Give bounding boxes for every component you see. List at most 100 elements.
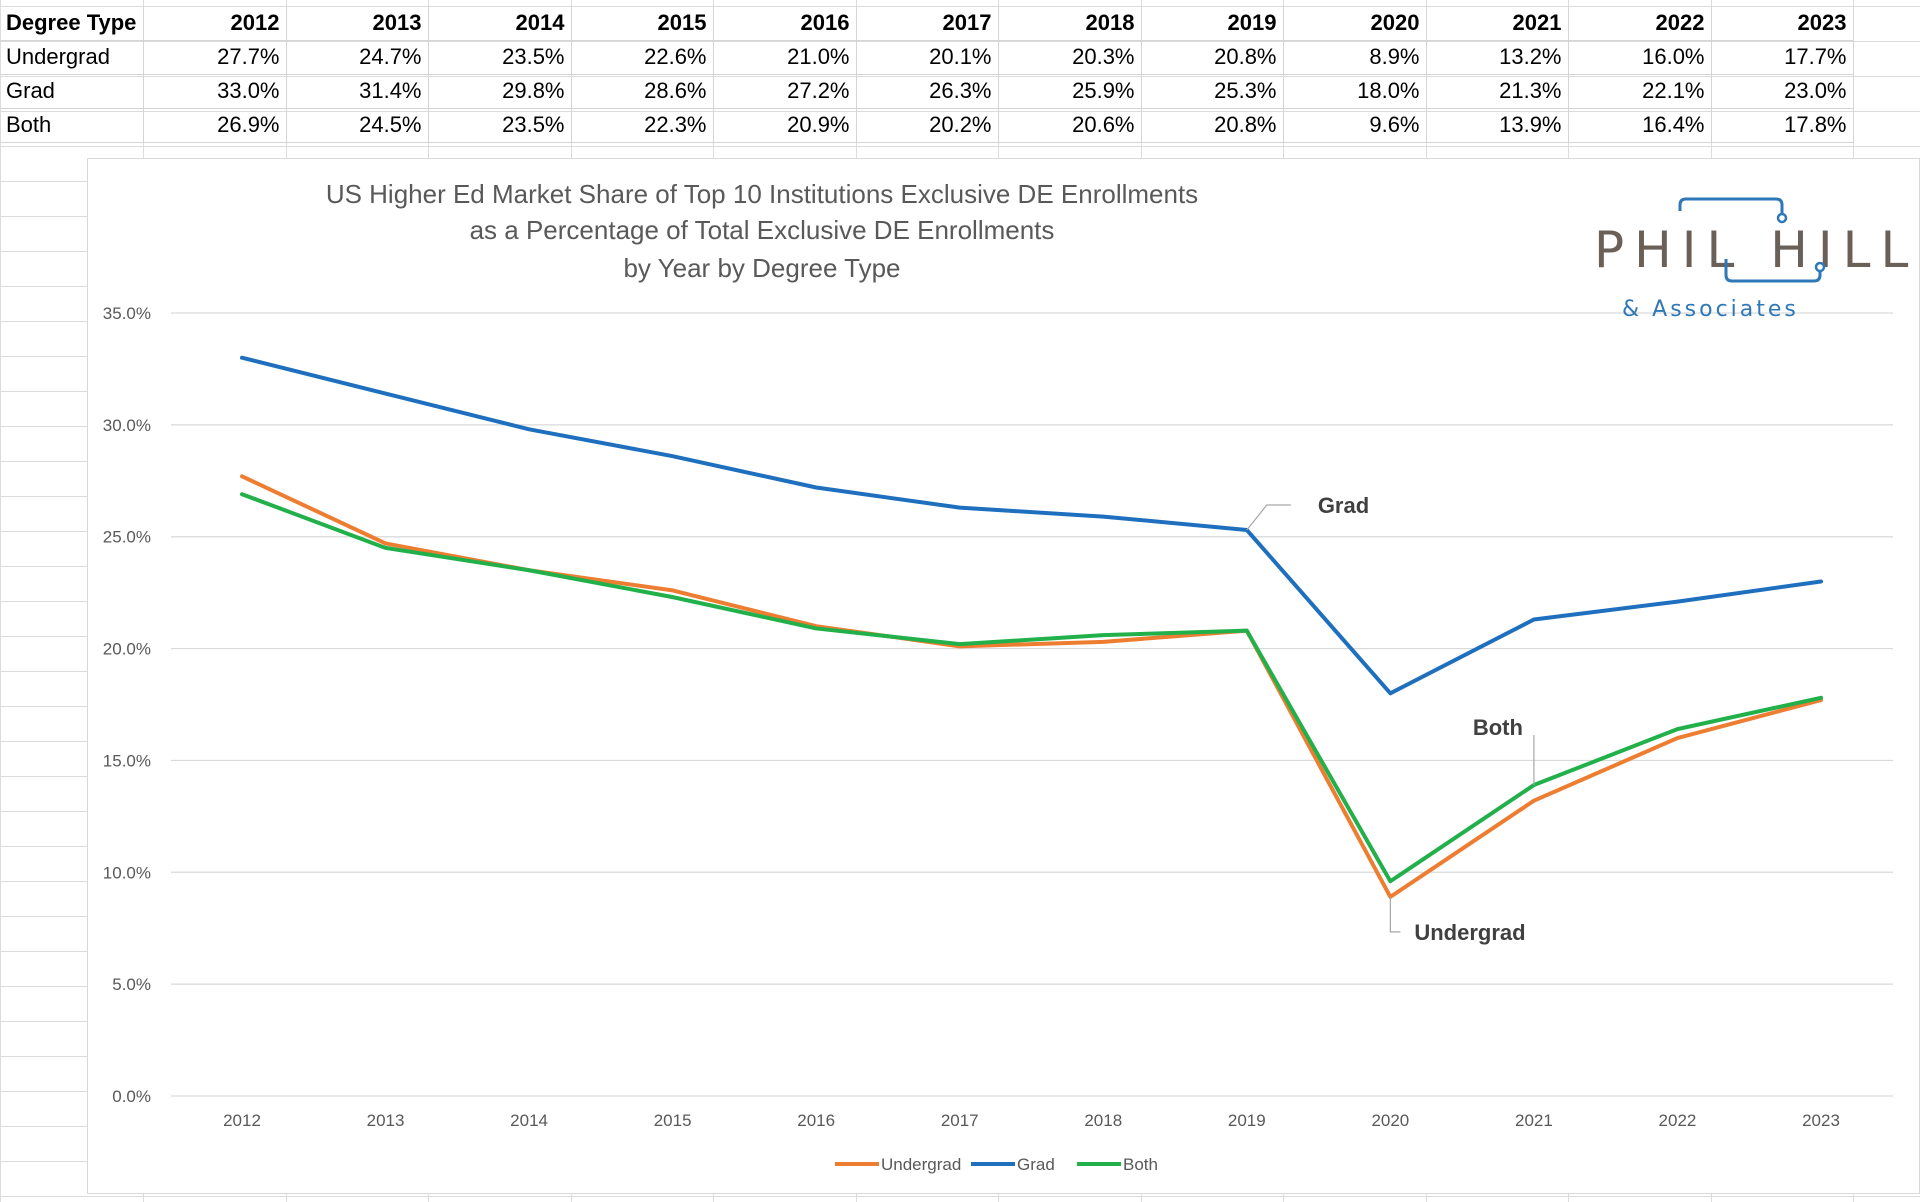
series-line-grad[interactable] — [240, 355, 1823, 696]
table-cell[interactable]: 20.8% — [1141, 40, 1284, 75]
table-cell[interactable]: 31.4% — [286, 74, 429, 109]
table-cell[interactable]: 28.6% — [571, 74, 714, 109]
table-cell[interactable]: 24.7% — [286, 40, 429, 75]
table-cell[interactable]: 8.9% — [1283, 40, 1427, 75]
table-cell[interactable]: 9.6% — [1283, 108, 1427, 143]
x-tick-label: 2020 — [1371, 1111, 1409, 1130]
x-tick-label: 2012 — [223, 1111, 261, 1130]
x-tick-label: 2016 — [797, 1111, 835, 1130]
annotation-grad: Grad — [1318, 493, 1369, 518]
table-cell[interactable]: 25.9% — [998, 74, 1142, 109]
x-tick-label: 2018 — [1084, 1111, 1122, 1130]
annotation-undergrad: Undergrad — [1414, 920, 1525, 945]
y-tick-label: 15.0% — [103, 751, 151, 770]
y-tick-label: 10.0% — [103, 863, 151, 882]
series-line-undergrad[interactable] — [240, 474, 1823, 899]
legend-label-both: Both — [1123, 1155, 1158, 1174]
logo-circuit-node-2 — [1814, 261, 1826, 273]
legend: Undergrad Grad Both — [835, 1155, 1158, 1174]
table-cell[interactable]: 26.3% — [856, 74, 999, 109]
table-cell[interactable]: 16.0% — [1568, 40, 1712, 75]
table-cell[interactable]: 17.7% — [1711, 40, 1854, 75]
y-tick-label: 20.0% — [103, 640, 151, 659]
table-cell[interactable]: 25.3% — [1141, 74, 1284, 109]
table-cell[interactable]: 22.6% — [571, 40, 714, 75]
logo-circuit-graphic — [1678, 197, 1784, 215]
table-cell[interactable]: 22.1% — [1568, 74, 1712, 109]
table-row: Grad 33.0% 31.4% 29.8% 28.6% 27.2% 26.3% 25.9% 2… — [0, 74, 1854, 109]
y-tick-label: 30.0% — [103, 416, 151, 435]
header-year[interactable]: 2020 — [1283, 6, 1427, 41]
logo-sub-text: & Associates — [1622, 297, 1799, 322]
row-label[interactable]: Both — [0, 108, 144, 143]
table-cell[interactable]: 20.2% — [856, 108, 999, 143]
table-cell[interactable]: 23.0% — [1711, 74, 1854, 109]
table-cell[interactable]: 13.9% — [1426, 108, 1569, 143]
header-year[interactable]: 2023 — [1711, 6, 1854, 41]
chart-panel[interactable]: US Higher Ed Market Share of Top 10 Inst… — [87, 158, 1920, 1194]
table-cell[interactable]: 21.3% — [1426, 74, 1569, 109]
table-cell[interactable]: 26.9% — [143, 108, 287, 143]
annotation-leader-line — [1246, 504, 1291, 531]
legend-label-grad: Grad — [1017, 1155, 1055, 1174]
table-cell[interactable]: 27.7% — [143, 40, 287, 75]
annotation-leader-line — [1389, 896, 1401, 933]
header-year[interactable]: 2014 — [428, 6, 572, 41]
table-cell[interactable]: 20.3% — [998, 40, 1142, 75]
logo-circuit-graphic-2 — [1724, 259, 1822, 283]
y-tick-label: 35.0% — [103, 304, 151, 323]
chart-title-line-3: by Year by Degree Type — [623, 253, 900, 283]
header-year[interactable]: 2021 — [1426, 6, 1569, 41]
table-cell[interactable]: 27.2% — [713, 74, 857, 109]
header-year[interactable]: 2012 — [143, 6, 287, 41]
table-cell[interactable]: 16.4% — [1568, 108, 1712, 143]
chart-title-line-1: US Higher Ed Market Share of Top 10 Inst… — [326, 179, 1198, 209]
header-degree-type[interactable]: Degree Type — [0, 6, 144, 41]
x-tick-label: 2014 — [510, 1111, 548, 1130]
y-tick-label: 0.0% — [112, 1087, 151, 1106]
header-year[interactable]: 2022 — [1568, 6, 1712, 41]
x-tick-label: 2015 — [654, 1111, 692, 1130]
table-cell[interactable]: 33.0% — [143, 74, 287, 109]
chart-title-line-2: as a Percentage of Total Exclusive DE En… — [470, 215, 1055, 245]
annotations: Grad Both Undergrad — [1246, 493, 1535, 945]
table-row: Both 26.9% 24.5% 23.5% 22.3% 20.9% 20.2% 20.6% 2… — [0, 108, 1854, 143]
table-cell[interactable]: 18.0% — [1283, 74, 1427, 109]
row-label[interactable]: Grad — [0, 74, 144, 109]
table-cell[interactable]: 23.5% — [428, 108, 572, 143]
table-cell[interactable]: 24.5% — [286, 108, 429, 143]
x-tick-label: 2017 — [941, 1111, 979, 1130]
table-cell[interactable]: 20.6% — [998, 108, 1142, 143]
x-tick-label: 2013 — [367, 1111, 405, 1130]
table-cell[interactable]: 17.8% — [1711, 108, 1854, 143]
header-year[interactable]: 2013 — [286, 6, 429, 41]
line-chart: US Higher Ed Market Share of Top 10 Inst… — [103, 179, 1909, 1174]
table-cell[interactable]: 29.8% — [428, 74, 572, 109]
row-label[interactable]: Undergrad — [0, 40, 144, 75]
annotation-both: Both — [1473, 715, 1523, 740]
header-year[interactable]: 2016 — [713, 6, 857, 41]
legend-label-undergrad: Undergrad — [881, 1155, 961, 1174]
header-year[interactable]: 2017 — [856, 6, 999, 41]
table-header-row: Degree Type 2012 2013 2014 2015 2016 2017 2018 2… — [0, 6, 1854, 41]
table-cell[interactable]: 23.5% — [428, 40, 572, 75]
table-cell[interactable]: 13.2% — [1426, 40, 1569, 75]
table-cell[interactable]: 22.3% — [571, 108, 714, 143]
table-cell[interactable]: 21.0% — [713, 40, 857, 75]
gridlines — [171, 312, 1893, 1097]
header-year[interactable]: 2015 — [571, 6, 714, 41]
table-row: Undergrad 27.7% 24.7% 23.5% 22.6% 21.0% 20.1% 2… — [0, 40, 1854, 75]
header-year[interactable]: 2019 — [1141, 6, 1284, 41]
series-lines — [240, 355, 1823, 899]
logo-circuit-node — [1776, 212, 1788, 224]
series-line-both[interactable] — [240, 492, 1823, 884]
header-year[interactable]: 2018 — [998, 6, 1142, 41]
data-table: Degree Type 2012 2013 2014 2015 2016 2017 2018 2… — [0, 6, 1854, 143]
table-cell[interactable]: 20.1% — [856, 40, 999, 75]
y-tick-label: 25.0% — [103, 528, 151, 547]
x-tick-label: 2021 — [1515, 1111, 1553, 1130]
table-cell[interactable]: 20.9% — [713, 108, 857, 143]
y-tick-label: 5.0% — [112, 975, 151, 994]
table-cell[interactable]: 20.8% — [1141, 108, 1284, 143]
y-axis-tick-labels: 0.0% 5.0% 10.0% 15.0% 20.0% 25.0% 30.0% 35.0% — [103, 304, 151, 1106]
